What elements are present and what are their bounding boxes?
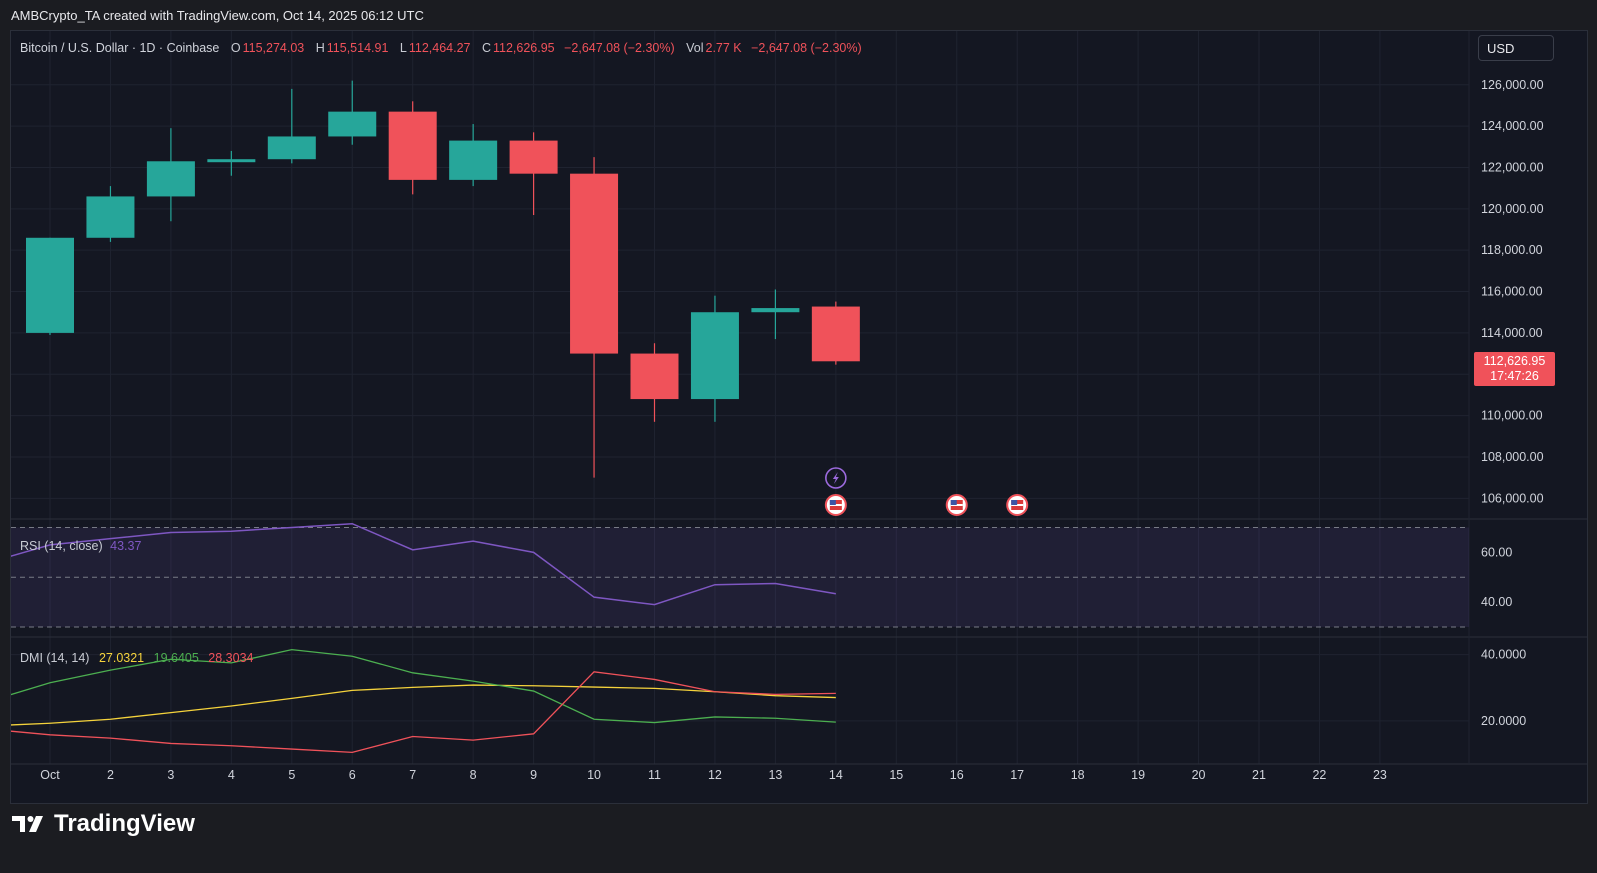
price-axis-label: 114,000.00 xyxy=(1481,326,1543,340)
low-label: L xyxy=(399,41,407,55)
dmi-minus-di-value: 28.3034 xyxy=(208,651,254,665)
rsi-legend[interactable]: RSI (14, close) 43.37 xyxy=(20,539,141,553)
time-axis-label: 3 xyxy=(167,768,174,782)
change-value: −2,647.08 (−2.30%) xyxy=(564,41,675,55)
time-axis-label: 21 xyxy=(1252,768,1266,782)
tradingview-logo[interactable]: TradingView xyxy=(12,810,195,838)
symbol-label[interactable]: Bitcoin / U.S. Dollar · 1D · Coinbase xyxy=(20,41,220,55)
time-axis-label: Oct xyxy=(40,768,60,782)
candle-body[interactable] xyxy=(630,353,679,400)
candle-body[interactable] xyxy=(388,111,437,180)
candle-body[interactable] xyxy=(811,306,860,362)
time-axis-label: 5 xyxy=(288,768,295,782)
price-axis-label: 120,000.00 xyxy=(1481,202,1544,216)
time-axis-label: 6 xyxy=(349,768,356,782)
price-axis-label: 108,000.00 xyxy=(1481,450,1544,464)
dmi-name: DMI (14, 14) xyxy=(20,651,90,665)
chart-frame[interactable]: 106,000.00108,000.00110,000.00112,000.00… xyxy=(10,30,1588,804)
time-axis-label: 22 xyxy=(1312,768,1326,782)
volume-label: Vol xyxy=(686,41,704,55)
high-value: 115,514.91 xyxy=(326,41,389,55)
close-label: C xyxy=(481,41,491,55)
us-flag-canton xyxy=(829,500,836,505)
time-axis-label: 15 xyxy=(889,768,903,782)
tradingview-logo-icon xyxy=(12,816,43,832)
high-label: H xyxy=(315,41,325,55)
price-axis-label: 126,000.00 xyxy=(1481,78,1544,92)
bar-countdown: 17:47:26 xyxy=(1490,369,1539,383)
time-axis-label: 4 xyxy=(228,768,235,782)
volume-change-value: −2,647.08 (−2.30%) xyxy=(751,41,862,55)
candle-body[interactable] xyxy=(146,161,195,197)
dmi-plus-di-line[interactable] xyxy=(11,648,836,724)
lightning-icon[interactable] xyxy=(825,467,847,489)
time-axis-label: 18 xyxy=(1071,768,1085,782)
candle-body[interactable] xyxy=(267,136,316,160)
currency-button[interactable]: USD xyxy=(1478,35,1554,61)
low-value: 112,464.27 xyxy=(408,41,471,55)
rsi-line[interactable] xyxy=(11,522,836,606)
price-axis-label: 106,000.00 xyxy=(1481,491,1544,505)
time-axis-label: 11 xyxy=(648,768,661,782)
open-label: O xyxy=(230,41,241,55)
time-axis-label: 12 xyxy=(708,768,722,782)
time-axis-label: 20 xyxy=(1192,768,1206,782)
candle-body[interactable] xyxy=(86,196,135,238)
candle-body[interactable] xyxy=(207,159,256,163)
time-axis-label: 8 xyxy=(470,768,477,782)
price-axis-label: 116,000.00 xyxy=(1481,285,1543,299)
dmi-adx-value: 27.0321 xyxy=(98,651,145,665)
price-axis-label: 110,000.00 xyxy=(1481,409,1543,423)
time-axis-label: 9 xyxy=(530,768,537,782)
chart-caption: AMBCrypto_TA created with TradingView.co… xyxy=(11,8,424,23)
price-axis-label: 118,000.00 xyxy=(1481,243,1543,257)
time-axis-label: 13 xyxy=(768,768,782,782)
dmi-plus-di-value: 19.6405 xyxy=(153,651,199,665)
candle-body[interactable] xyxy=(449,140,498,180)
candle-body[interactable] xyxy=(690,312,739,400)
dmi-legend[interactable]: DMI (14, 14) 27.0321 19.6405 28.3034 xyxy=(20,651,253,665)
dmi-adx-line[interactable] xyxy=(11,684,836,726)
time-axis-label: 7 xyxy=(409,768,416,782)
close-value: 112,626.95 xyxy=(493,41,555,55)
last-price-value: 112,626.95 xyxy=(1483,354,1546,368)
volume-value: 2.77 K xyxy=(705,41,742,55)
dmi-minus-di-line[interactable] xyxy=(11,671,836,754)
candle-body[interactable] xyxy=(509,140,558,174)
price-axis-label: 122,000.00 xyxy=(1481,160,1544,174)
open-value: 115,274.03 xyxy=(242,41,305,55)
candle-body[interactable] xyxy=(751,308,800,313)
us-flag-canton xyxy=(1011,500,1018,505)
price-axis-label: 124,000.00 xyxy=(1481,119,1544,133)
last-price-tag: 112,626.95 17:47:26 xyxy=(1474,352,1555,386)
candle-body[interactable] xyxy=(26,237,74,333)
time-axis-label: 23 xyxy=(1373,768,1387,782)
time-axis-label: 2 xyxy=(107,768,114,782)
candle-body[interactable] xyxy=(328,111,377,137)
rsi-name: RSI (14, close) xyxy=(20,539,103,553)
tradingview-wordmark: TradingView xyxy=(54,810,195,837)
time-axis-label: 10 xyxy=(587,768,601,782)
dmi-axis-label: 40.0000 xyxy=(1481,648,1526,662)
dmi-axis-label: 20.0000 xyxy=(1481,714,1526,728)
time-axis-label: 16 xyxy=(950,768,964,782)
chart-canvas[interactable]: 106,000.00108,000.00110,000.00112,000.00… xyxy=(11,31,1588,804)
time-axis-label: 19 xyxy=(1131,768,1145,782)
candle-body[interactable] xyxy=(570,173,619,354)
us-flag-canton xyxy=(950,500,957,505)
rsi-value: 43.37 xyxy=(110,539,142,553)
time-axis-label: 17 xyxy=(1010,768,1024,782)
time-axis-label: 14 xyxy=(829,768,843,782)
rsi-axis-label: 60.00 xyxy=(1481,545,1512,559)
rsi-axis-label: 40.00 xyxy=(1481,595,1512,609)
lightning-bolt xyxy=(832,472,839,484)
